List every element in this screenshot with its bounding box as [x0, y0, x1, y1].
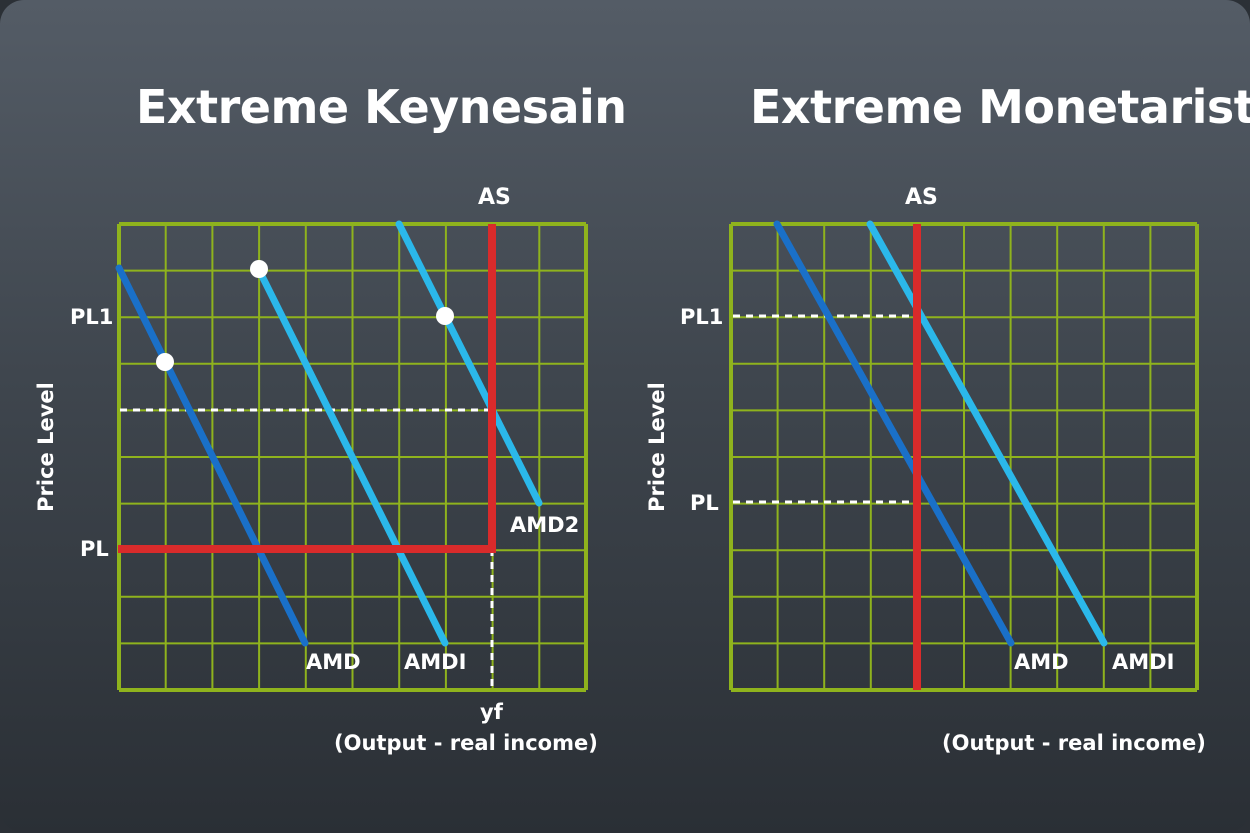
- keynesian-amdi-line: [255, 266, 449, 647]
- keynesian-yf-label: yf: [480, 700, 504, 724]
- keynesian-y-axis-label: Price Level: [34, 382, 58, 512]
- keynesian-as-label: AS: [478, 185, 511, 210]
- keynesian-amd-line: [115, 264, 309, 647]
- keynesian-title: Extreme Keynesain: [136, 80, 627, 134]
- keynesian-as-line: [118, 224, 496, 553]
- keynesian-diagram: AS PL1 PL AMD AMDI AMD2 yf (Output - rea…: [34, 185, 598, 755]
- monetarist-pl1-label: PL1: [680, 305, 723, 329]
- keynesian-x-axis-label: (Output - real income): [334, 731, 598, 755]
- keynesian-amd2-label: AMD2: [510, 513, 579, 537]
- monetarist-grid: [729, 222, 1199, 692]
- monetarist-as-label: AS: [905, 185, 938, 210]
- monetarist-amd-line: [773, 220, 1015, 647]
- keynesian-point-amd2: [436, 307, 454, 325]
- keynesian-pl1-label: PL1: [70, 305, 113, 329]
- keynesian-amd-label: AMD: [306, 650, 361, 674]
- monetarist-x-axis-label: (Output - real income): [942, 731, 1206, 755]
- monetarist-y-axis-label: Price Level: [645, 382, 669, 512]
- monetarist-title: Extreme Monetarist: [750, 80, 1250, 134]
- keynesian-pl-label: PL: [80, 537, 109, 561]
- keynesian-amd2-line: [395, 220, 543, 507]
- monetarist-diagram: AS PL1 PL AMD AMDI (Output - real income…: [645, 185, 1206, 755]
- monetarist-amdi-line: [866, 220, 1108, 647]
- monetarist-pl-label: PL: [690, 491, 719, 515]
- keynesian-point-amd: [156, 353, 174, 371]
- monetarist-amdi-label: AMDI: [1112, 650, 1174, 674]
- keynesian-point-amdi: [250, 260, 268, 278]
- monetarist-amd-label: AMD: [1014, 650, 1069, 674]
- keynesian-amdi-label: AMDI: [404, 650, 466, 674]
